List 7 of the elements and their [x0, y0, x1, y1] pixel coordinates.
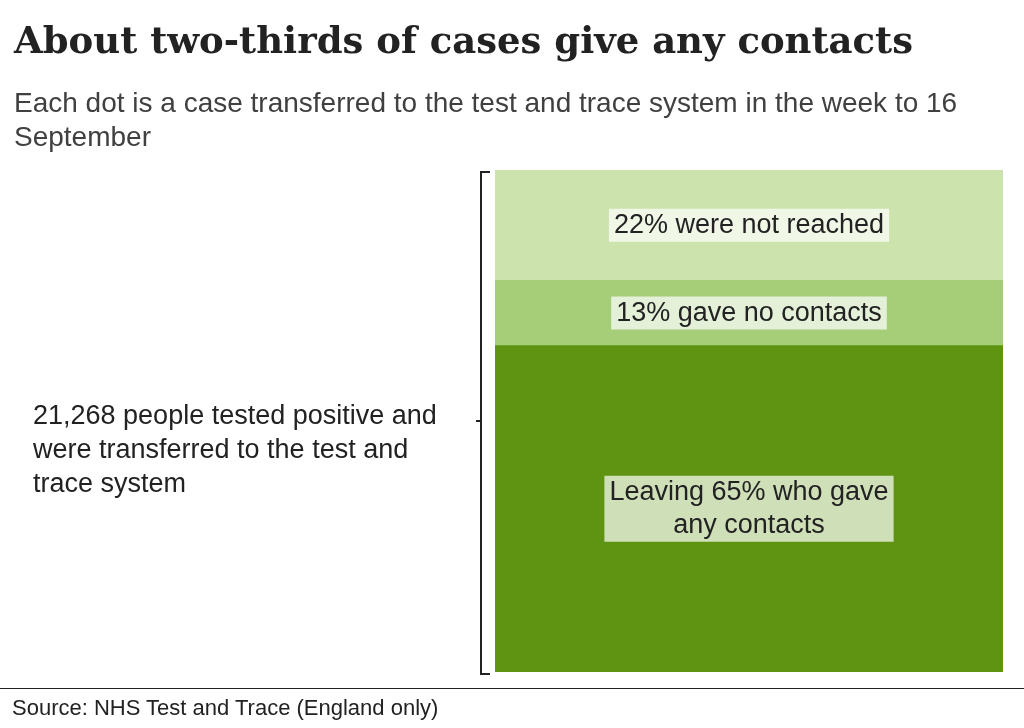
data-label: 13% gave no contacts [616, 296, 882, 327]
chart-subtitle: Each dot is a case transferred to the test and trace system in the week to 16 September [14, 86, 959, 154]
data-label: 22% were not reached [613, 208, 885, 239]
text: 21,268 people tested positive and were transferred to the test and trace system [33, 399, 438, 500]
chart-title: About two-thirds of cases give any contacts [14, 18, 914, 62]
data-label: Leaving 65% who gave any contacts [609, 475, 889, 539]
source-note: Source: NHS Test and Trace (England only) [12, 695, 439, 721]
